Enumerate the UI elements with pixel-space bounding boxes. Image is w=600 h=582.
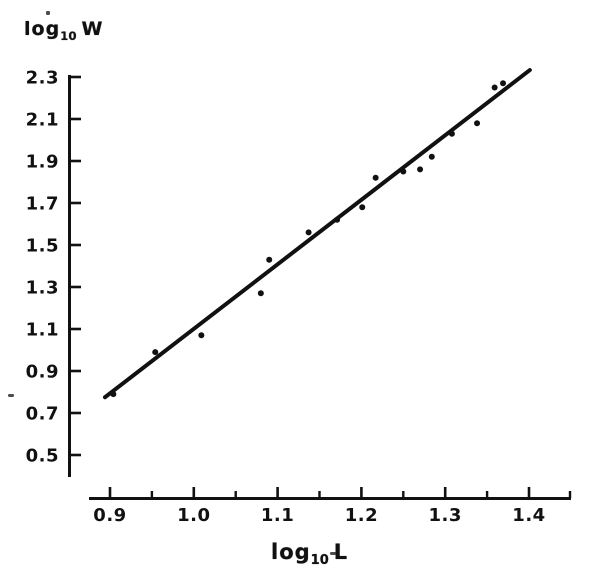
x-axis-variable: L: [333, 540, 349, 564]
data-point: [257, 290, 264, 297]
y-axis-title: log10 W: [24, 18, 104, 43]
data-point: [110, 391, 117, 398]
y-tick-label: 1.9: [26, 152, 59, 173]
y-tick-label: 2.3: [26, 68, 59, 89]
x-tick-label: 1.1: [261, 505, 294, 526]
x-axis-title: log10 L: [271, 540, 349, 567]
y-tick-label: 1.3: [26, 278, 59, 299]
scan-speck: [330, 552, 336, 555]
data-point: [198, 332, 205, 339]
y-tick-label: 1.7: [26, 194, 59, 215]
data-point: [491, 84, 498, 91]
x-axis-title-word: log: [271, 540, 311, 564]
x-tick-label: 1.4: [512, 505, 545, 526]
data-point: [400, 168, 407, 175]
scan-speck: [46, 11, 50, 15]
y-tick-label: 1.1: [26, 320, 59, 341]
data-point: [152, 349, 159, 356]
y-tick-label: 0.9: [26, 362, 59, 383]
data-point: [500, 80, 507, 87]
data-point: [428, 153, 435, 160]
x-tick-label: 1.0: [177, 505, 210, 526]
y-axis-variable: W: [81, 18, 104, 40]
regression-line: [102, 68, 532, 400]
y-axis-title-word: log: [24, 18, 61, 40]
data-point: [448, 130, 455, 137]
y-tick-label: 1.5: [26, 236, 59, 257]
data-point: [334, 216, 341, 223]
data-point: [359, 204, 366, 211]
x-axis-title-subscript: 10: [310, 553, 329, 569]
scan-speck: [8, 394, 14, 397]
x-tick-label: 0.9: [93, 505, 126, 526]
data-point: [372, 174, 379, 181]
x-tick-label: 1.2: [345, 505, 378, 526]
x-tick-label: 1.3: [429, 505, 462, 526]
y-tick-label: 0.7: [26, 404, 59, 425]
y-tick-label: 0.5: [26, 446, 59, 467]
data-point: [474, 120, 481, 127]
y-axis-title-subscript: 10: [60, 28, 77, 43]
y-tick-label: 2.1: [26, 110, 59, 131]
data-point: [417, 166, 424, 173]
data-point: [266, 256, 273, 263]
data-point: [305, 229, 312, 236]
